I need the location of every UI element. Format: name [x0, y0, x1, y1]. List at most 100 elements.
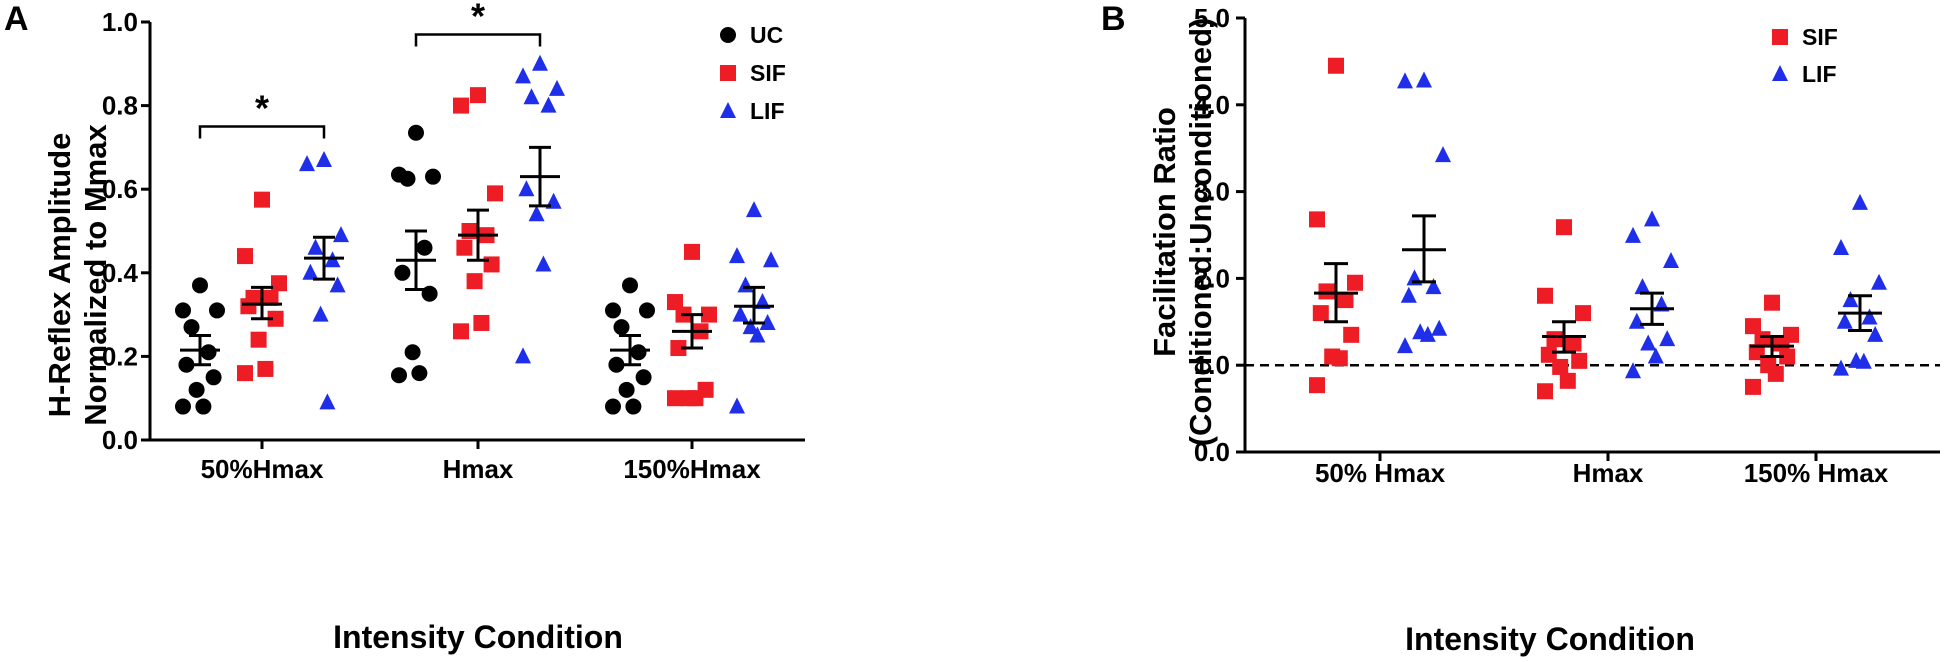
- data-point-lif: [749, 326, 766, 343]
- data-point-lif: [515, 67, 531, 84]
- panel-a-y-tick-label: 0.2: [102, 341, 138, 371]
- data-point-uc: [425, 168, 441, 185]
- data-point-lif: [1397, 72, 1413, 89]
- data-point-lif: [1659, 330, 1676, 347]
- data-point-sif: [701, 306, 717, 323]
- significance-bracket: [414, 33, 542, 47]
- data-point-lif: [549, 79, 565, 96]
- data-point-lif: [312, 305, 329, 322]
- data-point-sif: [473, 314, 490, 331]
- data-point-lif: [1435, 146, 1451, 163]
- data-point-uc: [399, 170, 416, 187]
- data-point-uc: [200, 344, 217, 361]
- data-point-uc: [613, 319, 630, 336]
- legend-marker-uc: [720, 27, 736, 43]
- data-point-lif: [1397, 337, 1413, 354]
- data-point-sif: [453, 323, 469, 340]
- data-point-uc: [618, 381, 635, 398]
- data-point-uc: [192, 277, 208, 294]
- data-point-sif: [237, 248, 253, 265]
- data-point-lif: [1640, 334, 1657, 351]
- data-point-sif: [271, 275, 287, 292]
- legend-marker-lif: [720, 102, 736, 118]
- data-point-lif: [1861, 308, 1878, 325]
- panel-b-y-tick-label: 5.0: [1194, 3, 1230, 33]
- data-point-uc: [183, 319, 200, 336]
- panel-b-y-tick-label: 0.0: [1194, 437, 1230, 467]
- data-point-sif: [453, 97, 469, 114]
- data-point-sif: [1571, 352, 1588, 369]
- data-point-sif: [687, 390, 704, 407]
- data-point-lif: [528, 205, 545, 222]
- panel-b-category-label: 150% Hmax: [1744, 458, 1889, 488]
- data-point-uc: [178, 356, 195, 373]
- data-point-lif: [299, 155, 315, 172]
- panel-b-category-label: 50% Hmax: [1315, 458, 1446, 488]
- panel-b-plot: 0.0 1.0 2.0 3.0 4.0 5.0 50% Hmax Hmax 150% Hmax S…: [1194, 3, 1940, 488]
- legend-label-uc: UC: [750, 22, 783, 48]
- data-point-sif: [237, 365, 253, 382]
- data-point-lif: [1663, 252, 1679, 269]
- data-point-lif: [1644, 210, 1660, 227]
- data-point-sif: [487, 185, 503, 202]
- data-point-sif: [267, 310, 284, 327]
- data-point-lif: [302, 263, 319, 280]
- data-point-lif: [1833, 359, 1849, 376]
- data-point-lif: [307, 238, 324, 255]
- data-point-uc: [622, 277, 638, 294]
- data-point-lif: [1871, 273, 1887, 290]
- data-point-lif: [1855, 352, 1872, 369]
- data-point-sif: [684, 243, 700, 260]
- data-point-sif: [1537, 287, 1553, 304]
- data-point-uc: [205, 369, 222, 386]
- data-point-uc: [408, 124, 424, 141]
- data-point-sif: [1764, 294, 1780, 311]
- data-point-sif: [1546, 331, 1563, 348]
- data-point-lif: [1833, 239, 1849, 256]
- panel-b-ylabel-line2: (Conditioned:Unconditioned): [1183, 18, 1218, 447]
- legend-marker-lif: [1772, 65, 1788, 81]
- data-point-lif: [1836, 312, 1853, 329]
- panel-a-y-tick-label: 0.4: [102, 258, 139, 288]
- panel-b-y-tick-label: 1.0: [1194, 350, 1230, 380]
- data-point-sif: [262, 289, 279, 306]
- data-point-sif: [1556, 219, 1572, 236]
- data-point-lif: [1416, 71, 1432, 88]
- data-point-uc: [605, 302, 621, 319]
- data-point-lif: [518, 180, 535, 197]
- data-point-lif: [540, 96, 557, 113]
- data-point-lif: [746, 201, 762, 218]
- data-point-uc: [635, 369, 652, 386]
- data-point-uc: [416, 239, 433, 256]
- significance-bracket: [198, 125, 326, 139]
- panel-b-y-tick-label: 3.0: [1194, 177, 1230, 207]
- data-point-lif: [1867, 325, 1884, 342]
- data-point-sif: [667, 294, 683, 311]
- significance-star: *: [471, 0, 485, 37]
- legend-label-sif: SIF: [1802, 24, 1838, 50]
- data-point-sif: [1318, 283, 1335, 300]
- data-point-uc: [630, 344, 647, 361]
- data-point-sif: [240, 298, 257, 315]
- data-point-lif: [729, 247, 745, 264]
- data-point-sif: [470, 87, 486, 104]
- data-point-sif: [1347, 274, 1363, 291]
- data-point-uc: [188, 381, 205, 398]
- data-point-lif: [319, 393, 336, 410]
- data-point-lif: [742, 318, 759, 335]
- data-point-lif: [532, 54, 548, 71]
- data-point-lif: [1431, 319, 1448, 336]
- panel-b-xlabel: Intensity Condition: [1405, 621, 1695, 657]
- data-point-uc: [608, 356, 625, 373]
- data-point-lif: [1852, 193, 1868, 210]
- data-point-sif: [1309, 211, 1325, 228]
- panel-b-letter: B: [1101, 0, 1126, 38]
- panel-a-ylabel-line2: Normalized to Mmax: [78, 124, 113, 426]
- data-point-lif: [759, 313, 776, 330]
- data-point-sif: [1537, 383, 1553, 400]
- data-point-lif: [1647, 347, 1664, 364]
- panel-b-y-tick-label: 4.0: [1194, 90, 1230, 120]
- panel-a-category-label: 50%Hmax: [201, 454, 324, 484]
- data-point-sif: [257, 360, 274, 377]
